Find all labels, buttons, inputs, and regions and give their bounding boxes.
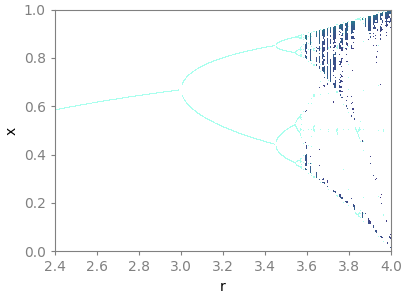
Y-axis label: x: x — [4, 126, 18, 135]
X-axis label: r: r — [220, 280, 225, 294]
